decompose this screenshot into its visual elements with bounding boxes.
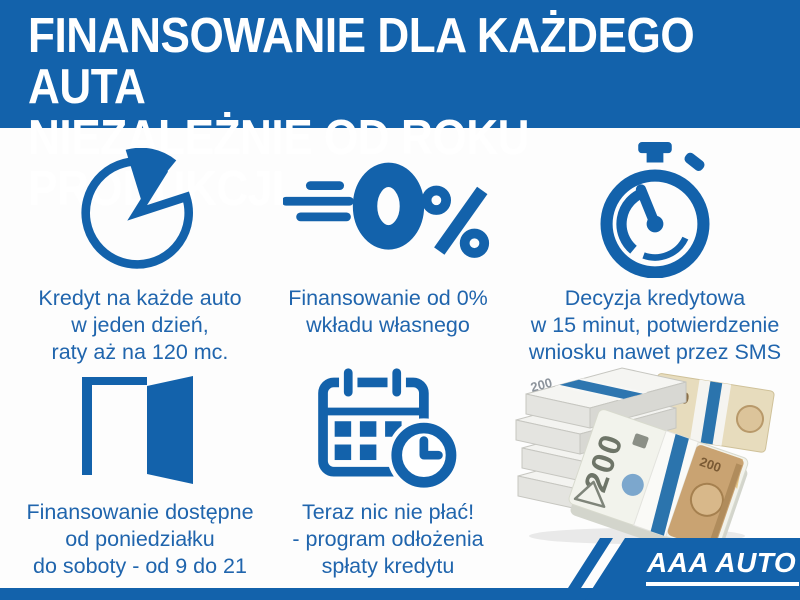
banknote-value-label: 200 — [529, 375, 554, 395]
feature-credit-every-car: Kredyt na każde auto w jeden dzień, raty… — [18, 142, 262, 366]
calendar-clock-icon — [318, 365, 461, 493]
feature-caption: Finansowanie od 0% wkładu własnego — [288, 286, 488, 337]
icon-box: 0 % — [266, 142, 510, 278]
brand-logo: AAA AUTO — [646, 547, 800, 586]
icon-box — [266, 365, 510, 493]
icon-box — [18, 366, 262, 492]
banknote-value-label: 200 — [698, 454, 723, 475]
feature-deferred-payment: Teraz nic nie płać! - program odłożenia … — [266, 365, 510, 580]
feature-opening-hours: Finansowanie dostępne od poniedziałku do… — [18, 366, 262, 580]
icon-box — [18, 142, 262, 278]
money-stacks-photo: 200 — [515, 367, 775, 563]
stopwatch-icon — [600, 142, 710, 278]
feature-caption: Finansowanie dostępne od poniedziałku do… — [26, 500, 254, 578]
feature-caption: Teraz nic nie płać! - program odłożenia … — [292, 500, 484, 578]
feature-caption: Kredyt na każde auto w jeden dzień, raty… — [38, 286, 242, 364]
zero-percent-icon: 0 % — [283, 162, 490, 258]
pie-chart-icon — [81, 148, 193, 269]
feature-money-stacks: 200 — [512, 356, 794, 563]
feature-credit-decision: Decyzja kredytowa w 15 minut, potwierdze… — [522, 142, 788, 366]
header-banner: FINANSOWANIE DLA KAŻDEGO AUTA NIEZALEŻNI… — [0, 0, 800, 215]
feature-zero-percent: 0 % Finansowanie od 0% wkładu własnego — [266, 142, 510, 339]
logo-diagonal-stripe — [568, 538, 613, 588]
icon-box — [522, 142, 788, 278]
feature-caption: Decyzja kredytowa w 15 minut, potwierdze… — [528, 286, 782, 364]
open-door-icon — [82, 376, 193, 484]
